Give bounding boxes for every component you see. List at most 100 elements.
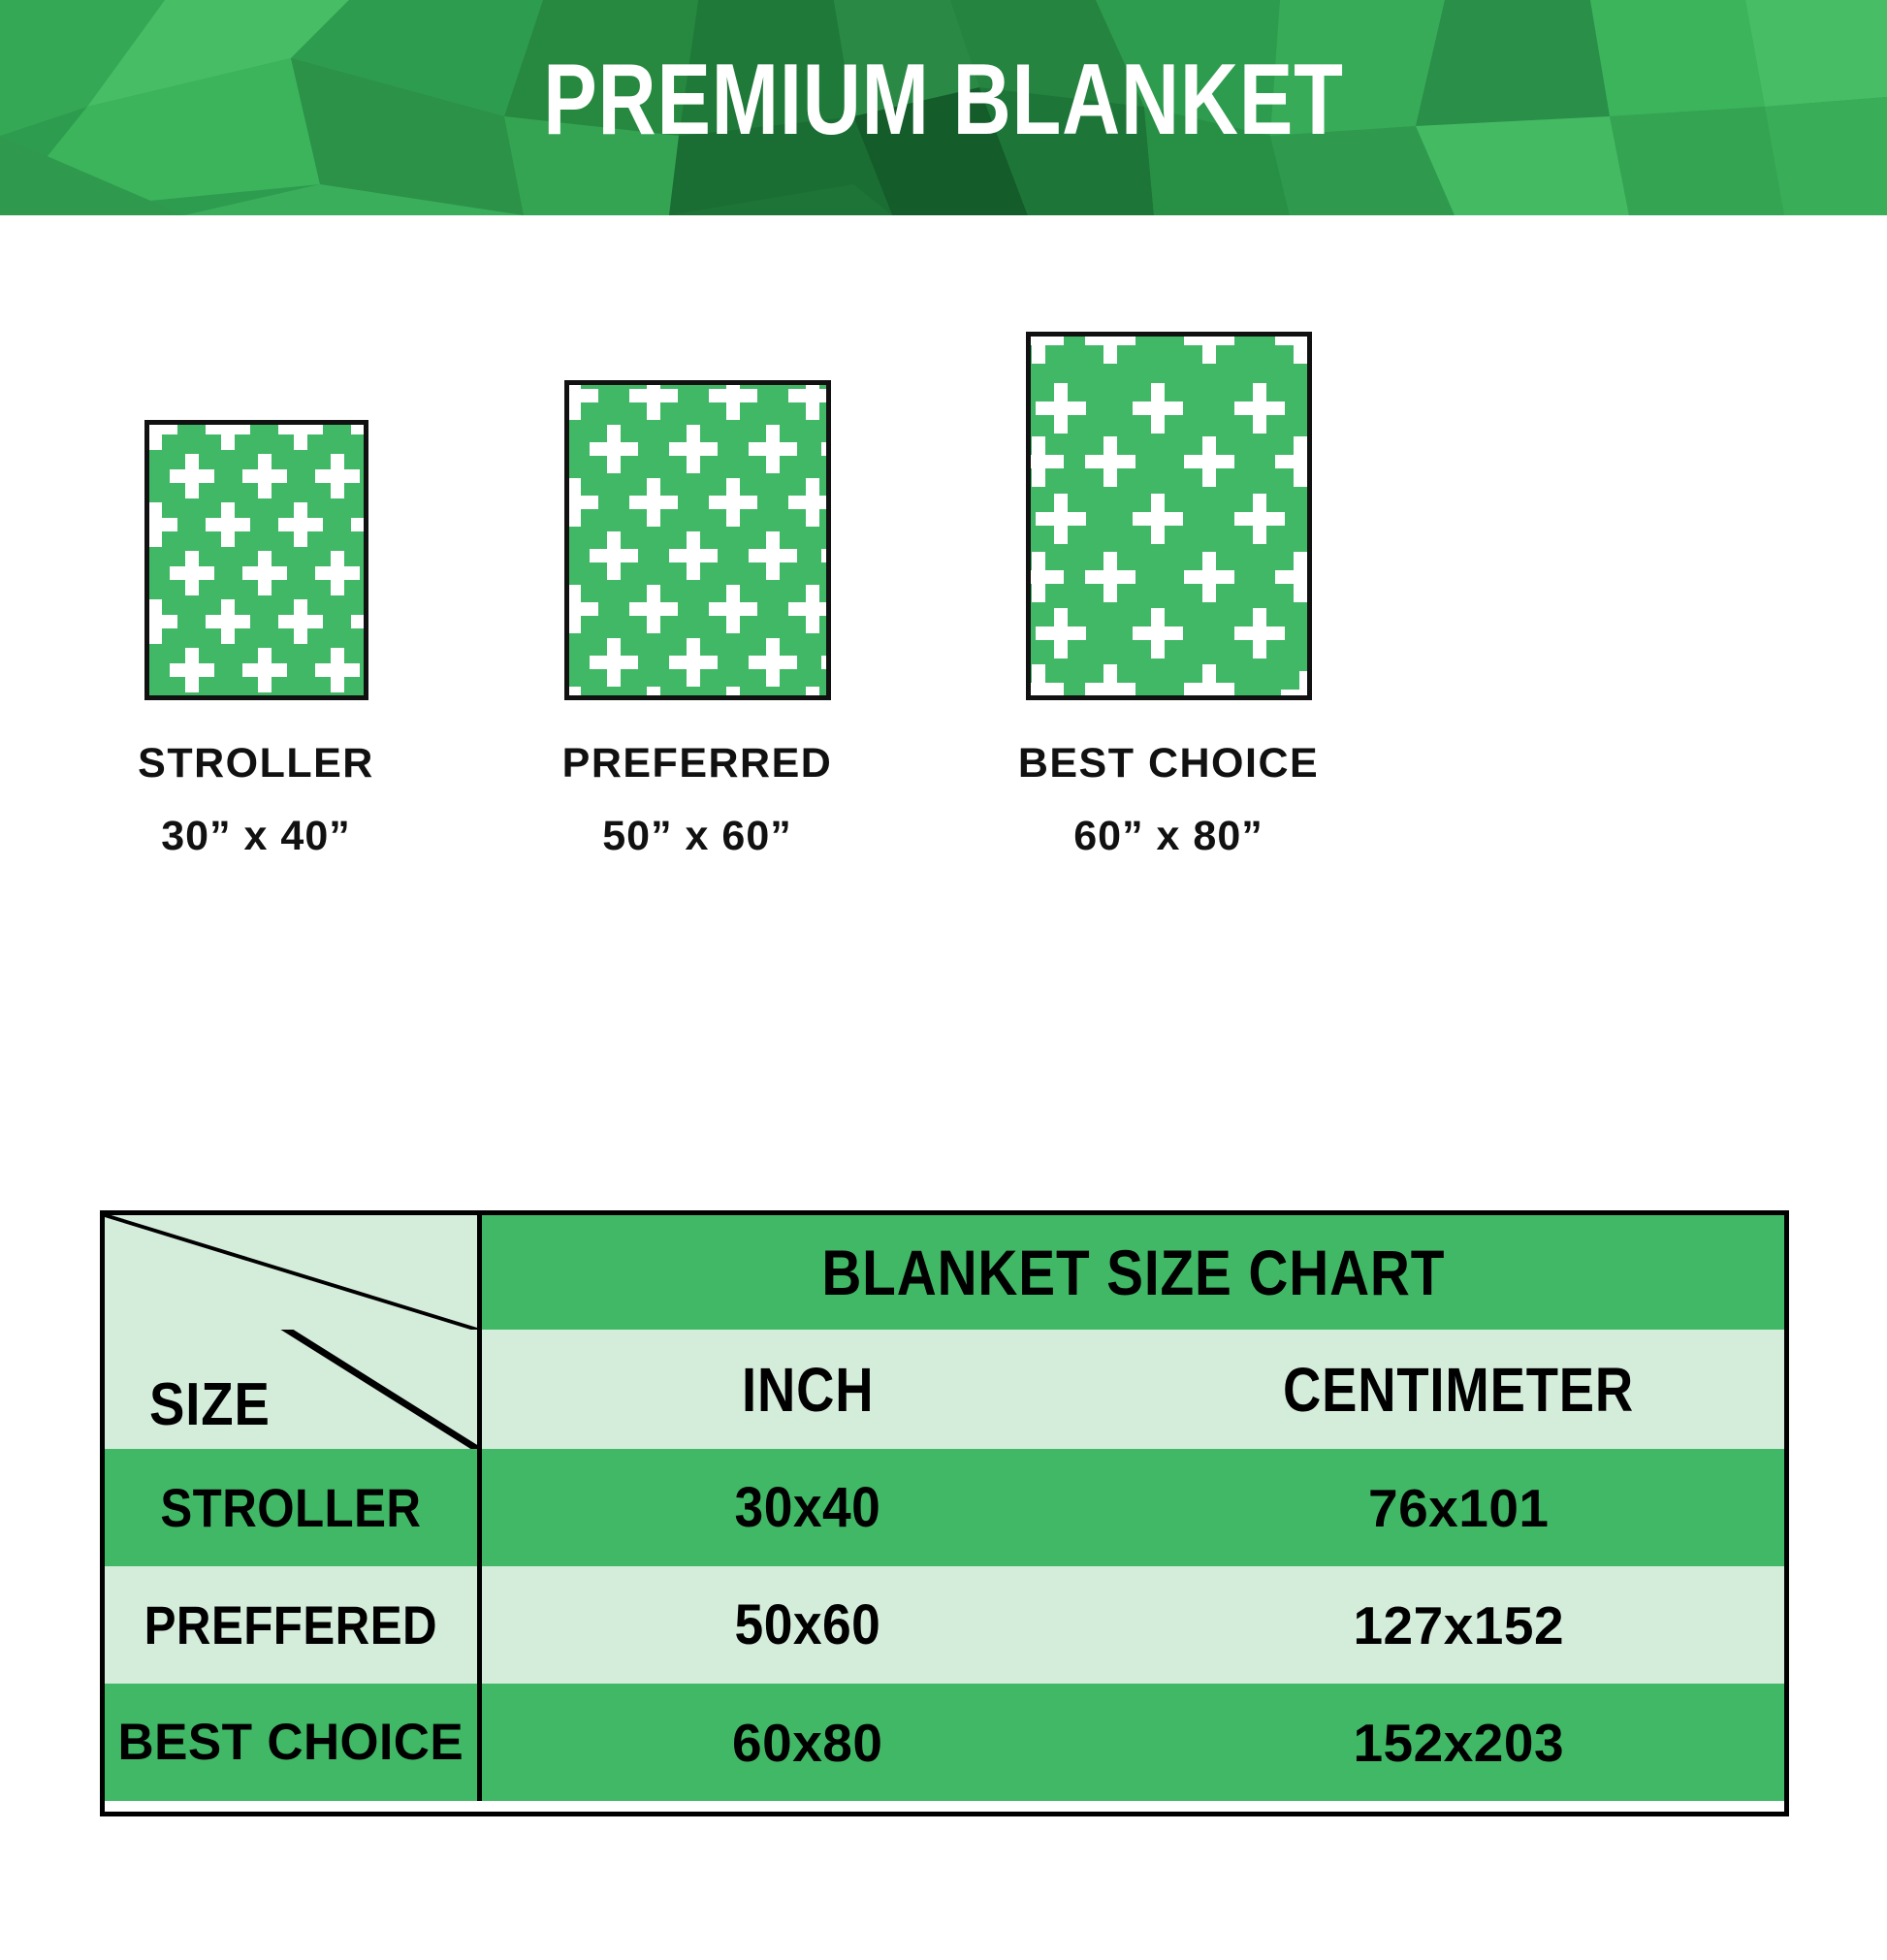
blanket-label: PREFERRED (561, 740, 833, 787)
cross-icon (590, 531, 638, 580)
cross-icon (709, 385, 757, 420)
blanket-swatch-preferred (564, 380, 831, 700)
blanket-size-chart-table: BLANKET SIZE CHART SIZE INCH CENTIMETER … (100, 1210, 1789, 1816)
cross-icon (669, 425, 718, 473)
cross-icon (1234, 494, 1285, 544)
row-size-label: PREFFERED (144, 1594, 438, 1655)
table-size-label-cell: SIZE (105, 1330, 482, 1449)
cross-icon (788, 385, 826, 420)
cross-icon (1184, 337, 1234, 364)
cross-icon (590, 638, 638, 687)
cross-icon (1275, 552, 1307, 602)
low-poly-background (0, 0, 1887, 215)
cross-icon (1234, 383, 1285, 434)
table-row: BEST CHOICE 60x80 152x203 (105, 1684, 1784, 1801)
cross-icon (278, 696, 323, 700)
cross-icon (569, 478, 598, 527)
blanket-caption-stroller: STROLLER 30” x 40” (62, 740, 450, 860)
blanket-illustrations: STROLLER 30” x 40” (0, 215, 1887, 1205)
table-cell-centimeter: 127x152 (1133, 1566, 1784, 1684)
cross-icon (1036, 383, 1086, 434)
cross-icon (1031, 436, 1064, 487)
row-inch-value: 50x60 (734, 1593, 881, 1656)
cross-icon (1031, 552, 1064, 602)
cross-icon (149, 425, 177, 450)
cross-icon (170, 551, 214, 595)
table-cell-inch: 50x60 (482, 1566, 1134, 1684)
table-header-centimeter: CENTIMETER (1133, 1330, 1784, 1449)
cross-icon (351, 599, 364, 644)
cross-icon (1031, 664, 1064, 695)
blanket-caption-preferred: PREFERRED 50” x 60” (503, 740, 891, 860)
cross-icon (278, 502, 323, 547)
cross-icon (242, 454, 287, 498)
cross-icon (1133, 608, 1183, 659)
cross-icon (278, 599, 323, 644)
cross-icon (821, 531, 826, 580)
cross-icon (749, 638, 797, 687)
cross-icon (590, 425, 638, 473)
cross-icon (569, 385, 598, 420)
cross-icon (669, 638, 718, 687)
cross-icon (351, 502, 364, 547)
cross-icon (821, 638, 826, 687)
cross-icon (170, 454, 214, 498)
table-cell-size: STROLLER (105, 1449, 482, 1566)
diagonal-divider-icon (105, 1215, 477, 1330)
cross-icon (242, 648, 287, 692)
cross-icon (629, 478, 678, 527)
cross-icon (315, 648, 360, 692)
cross-icon (709, 585, 757, 633)
cross-icon (1234, 608, 1285, 659)
cross-icon (1184, 436, 1234, 487)
table-cell-centimeter: 76x101 (1133, 1449, 1784, 1566)
cross-icon (1281, 671, 1307, 695)
cross-icon (144, 696, 177, 700)
table-row: STROLLER 30x40 76x101 (105, 1449, 1784, 1566)
table-cell-size: PREFFERED (105, 1566, 482, 1684)
cross-icon (788, 687, 826, 695)
cross-icon (1184, 552, 1234, 602)
cross-icon (315, 454, 360, 498)
column-header-label: INCH (741, 1354, 874, 1425)
blanket-caption-best-choice: BEST CHOICE 60” x 80” (975, 740, 1362, 860)
table-cell-inch: 60x80 (482, 1684, 1134, 1801)
table-cell-size: BEST CHOICE (105, 1684, 482, 1801)
cross-icon (149, 502, 177, 547)
cross-icon (788, 585, 826, 633)
cross-icon (1036, 494, 1086, 544)
cross-icon (1085, 664, 1135, 695)
cross-icon (149, 599, 177, 644)
row-centimeter-value: 127x152 (1353, 1594, 1565, 1655)
cross-icon (242, 551, 287, 595)
cross-icon (206, 696, 250, 700)
cross-icon (629, 385, 678, 420)
table-title-cell: BLANKET SIZE CHART (482, 1215, 1784, 1330)
header-banner: PREMIUM BLANKET (0, 0, 1887, 215)
table-corner-cell (105, 1215, 482, 1330)
blanket-label: STROLLER (138, 740, 374, 787)
table-title-row: BLANKET SIZE CHART (105, 1215, 1784, 1330)
blanket-swatch-stroller (144, 420, 368, 700)
cross-icon (749, 531, 797, 580)
table-header-row: SIZE INCH CENTIMETER (105, 1330, 1784, 1449)
table-size-header: SIZE (149, 1371, 271, 1438)
cross-icon (1184, 664, 1234, 695)
table-row: PREFFERED 50x60 127x152 (105, 1566, 1784, 1684)
cross-icon (315, 551, 360, 595)
cross-icon (1133, 383, 1183, 434)
cross-icon (569, 585, 598, 633)
cross-icon (629, 585, 678, 633)
row-size-label: BEST CHOICE (117, 1714, 464, 1771)
cross-icon (821, 425, 826, 473)
cross-pattern (149, 425, 364, 695)
cross-icon (1085, 436, 1135, 487)
row-centimeter-value: 76x101 (1367, 1477, 1550, 1538)
blanket-dimensions: 50” x 60” (602, 813, 792, 860)
blanket-dimensions: 60” x 80” (1073, 813, 1263, 860)
row-inch-value: 30x40 (734, 1476, 881, 1539)
page-title: PREMIUM BLANKET (543, 44, 1344, 156)
table-header-inch: INCH (482, 1330, 1134, 1449)
cross-icon (206, 502, 250, 547)
cross-icon (788, 478, 826, 527)
